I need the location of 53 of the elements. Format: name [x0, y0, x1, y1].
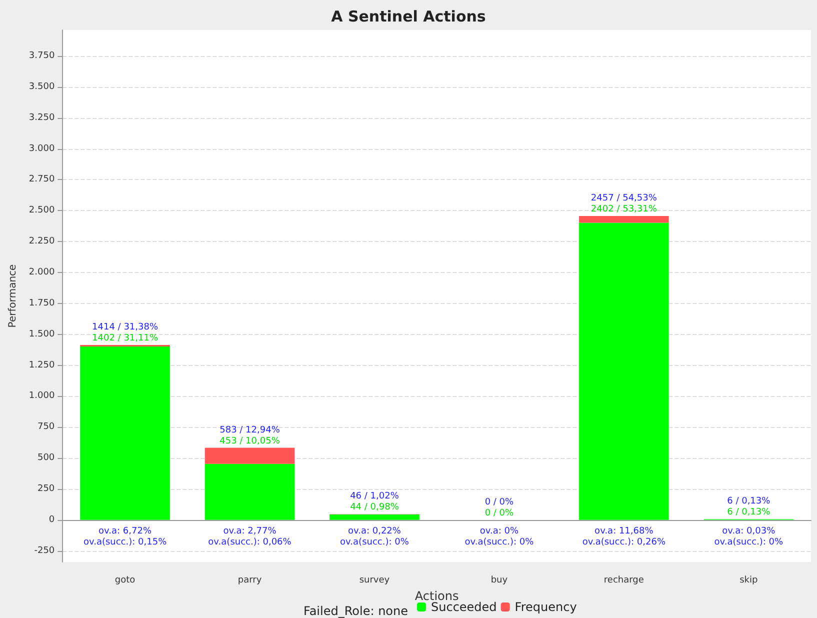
y-tick-label: 3.250 — [28, 112, 55, 123]
total-label: 0 / 0% — [484, 497, 514, 508]
x-tick-label: survey — [359, 576, 390, 586]
y-tick-label: 3.750 — [28, 50, 55, 61]
y-tick-label: 750 — [37, 422, 55, 432]
bar — [579, 216, 669, 223]
chart-title: A Sentinel Actions — [331, 8, 486, 26]
total-label: 583 / 12,94% — [220, 425, 280, 436]
annotation: ov.a: 11,68% ov.a(succ.): 0,26% — [582, 526, 666, 548]
bar — [204, 464, 295, 520]
data-label: 2402 / 53,31% — [590, 204, 658, 214]
y-tick-label: -250 — [34, 546, 55, 556]
bar — [80, 346, 170, 520]
data-label: 0 / 0% — [484, 508, 514, 518]
y-tick-label: 250 — [37, 484, 55, 494]
x-axis-title: Actions — [414, 588, 459, 603]
x-tick-label: recharge — [604, 576, 644, 586]
y-tick-label: 2.500 — [28, 206, 55, 216]
total-label: 1414 / 31,38% — [92, 322, 158, 332]
bar — [204, 448, 295, 464]
y-tick-label: 1.250 — [28, 360, 55, 370]
annotation: ov.a: 0,03% ov.a(succ.): 0% — [714, 526, 784, 548]
annotation: ov.a: 6,72% ov.a(succ.): 0,15% — [83, 526, 168, 548]
x-tick-label: parry — [238, 576, 262, 586]
x-tick-label: goto — [114, 576, 136, 586]
x-tick-label: buy — [490, 576, 508, 586]
y-tick-label: 3.500 — [28, 82, 55, 92]
y-axis-title: Performance — [8, 264, 18, 328]
y-tick-label: 500 — [37, 453, 55, 464]
legend-label: Succeeded — [431, 600, 497, 614]
y-tick-label: 1.000 — [28, 391, 55, 402]
y-tick-label: 0 — [48, 514, 55, 525]
y-tick-label: 1.500 — [28, 329, 55, 340]
y-tick-label: 3.000 — [28, 144, 55, 154]
data-label: 6 / 0,13% — [727, 508, 771, 518]
legend-label: Frequency — [514, 600, 577, 614]
legend-title: Failed_Role: none — [304, 604, 408, 618]
total-label: 2457 / 54,53% — [590, 193, 658, 204]
annotation: ov.a: 0,22% ov.a(succ.): 0% — [340, 526, 410, 548]
bar — [579, 222, 669, 520]
total-label: 46 / 1,02% — [350, 492, 400, 502]
x-tick-label: skip — [740, 576, 758, 586]
bar — [330, 514, 420, 520]
data-label: 44 / 0,98% — [350, 502, 400, 513]
y-tick-label: 2.750 — [28, 174, 55, 185]
y-tick-label: 2.000 — [28, 267, 55, 278]
annotation: ov.a: 2,77% ov.a(succ.): 0,06% — [208, 526, 292, 548]
data-label: 453 / 10,05% — [220, 436, 280, 446]
total-label: 6 / 0,13% — [727, 496, 771, 507]
y-tick-label: 2.250 — [28, 236, 55, 247]
data-label: 1402 / 31,11% — [92, 333, 158, 344]
y-tick-label: 1.750 — [28, 298, 55, 308]
annotation: ov.a: 0% ov.a(succ.): 0% — [464, 526, 534, 548]
